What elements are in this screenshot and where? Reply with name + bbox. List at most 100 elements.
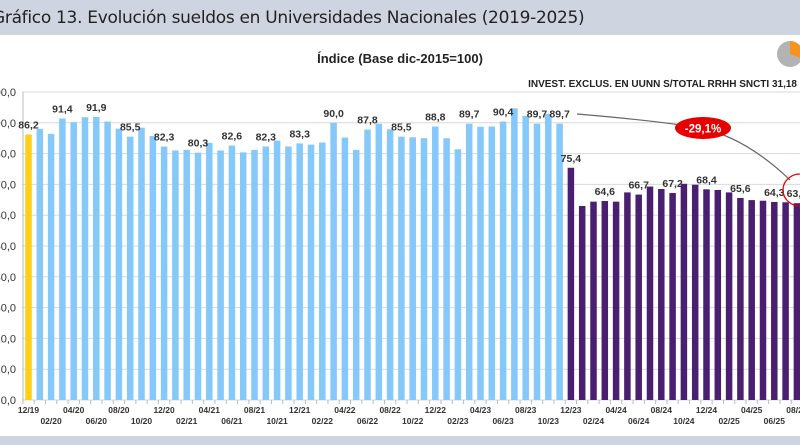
bar-02-20 — [47, 133, 55, 400]
bar-07-22 — [375, 123, 383, 400]
bar-05-25 — [759, 200, 767, 400]
data-label: 86,2 — [18, 120, 39, 132]
bar-06-21 — [228, 145, 236, 400]
bar-02-22 — [319, 142, 326, 400]
bar-10-23 — [545, 113, 552, 401]
bar-08-22 — [386, 129, 394, 400]
bar-06-20 — [93, 116, 100, 400]
change-badge — [675, 117, 731, 139]
x-tick-label: 06/20 — [86, 416, 108, 426]
data-label: 65,6 — [730, 183, 751, 195]
data-label: 91,9 — [86, 102, 107, 114]
bar-04-24 — [612, 201, 620, 400]
x-tick-label: 10/23 — [538, 416, 560, 426]
bar-09-23 — [533, 123, 541, 400]
bar-04-20 — [70, 122, 77, 401]
footer-band — [0, 436, 800, 445]
y-tick-label: 40,0 — [0, 272, 16, 284]
y-tick-label: 90,0 — [0, 118, 16, 130]
bar-03-21 — [194, 152, 202, 400]
data-label: 82,6 — [222, 131, 243, 143]
data-label: 64,3 — [764, 187, 785, 199]
x-tick-label: 12/20 — [153, 405, 175, 415]
y-tick-label: 20,0 — [0, 333, 16, 345]
data-label: 82,3 — [154, 132, 175, 144]
bar-02-24 — [590, 201, 597, 400]
data-label: 66,7 — [628, 180, 649, 192]
bar-04-21 — [206, 142, 213, 400]
bar-05-23 — [488, 126, 496, 400]
data-label: 91,4 — [52, 103, 73, 115]
header-band: Gráfico 13. Evolución sueldos en Univers… — [0, 0, 800, 35]
x-tick-label: 02/20 — [40, 416, 62, 426]
bar-10-22 — [409, 137, 416, 400]
x-tick-label: 02/24 — [583, 416, 605, 426]
bar-02-25 — [725, 192, 733, 400]
y-tick-label: 60,0 — [0, 210, 16, 222]
bar-03-22 — [330, 122, 337, 401]
x-tick-label: 08/25 — [786, 405, 800, 415]
data-label: 83,3 — [289, 128, 310, 140]
bar-05-24 — [624, 192, 631, 400]
x-tick-label: 02/23 — [447, 416, 469, 426]
y-tick-label: 50,0 — [0, 241, 16, 253]
bar-11-23 — [556, 123, 563, 400]
data-labels: 86,2 91,4 91,9 85,5 82,3 80,3 82,6 82,3 83,3 90,0… — [18, 102, 800, 200]
data-label: 64,6 — [595, 186, 616, 198]
x-tick-label: 12/19 — [18, 405, 40, 415]
change-label: -29,1% — [685, 124, 721, 136]
x-tick-label: 02/25 — [718, 416, 740, 426]
x-tick-label: 06/25 — [764, 416, 786, 426]
data-label: 63,9 — [787, 188, 800, 200]
y-tick-label: 10,0 — [0, 364, 16, 376]
data-label: 89,7 — [459, 109, 480, 121]
x-tick-label: 02/21 — [176, 416, 198, 426]
data-label: 80,3 — [188, 138, 209, 150]
bar-09-20 — [126, 136, 134, 400]
x-tick-label: 04/24 — [605, 405, 627, 415]
x-tick-label: 12/21 — [289, 405, 311, 415]
bar-12-24 — [703, 189, 710, 400]
highlight-circle — [782, 173, 800, 207]
bar-03-24 — [601, 201, 609, 400]
x-tick-label: 10/22 — [402, 416, 424, 426]
bar-02-21 — [183, 149, 190, 400]
bar-06-24 — [635, 194, 642, 400]
bar-03-25 — [737, 197, 744, 400]
data-label: 89,7 — [549, 109, 570, 121]
x-tick-label: 08/24 — [651, 405, 673, 415]
data-label: 67,2 — [662, 178, 683, 190]
bar-11-22 — [420, 138, 428, 400]
x-tick-label: 06/22 — [357, 416, 379, 426]
figure-title: Gráfico 13. Evolución sueldos en Univers… — [0, 8, 585, 28]
bar-09-24 — [669, 193, 676, 400]
data-label: 90,4 — [493, 107, 514, 119]
bar-11-24 — [691, 184, 699, 400]
x-tick-label: 10/21 — [266, 416, 288, 426]
y-axis-labels: 0,0 10,0 20,0 30,0 40,0 50,0 60,0 70,0 80,0 90,0 1… — [0, 87, 16, 407]
bar-12-19 — [25, 134, 32, 400]
bar-11-21 — [285, 146, 292, 400]
bar-01-23 — [443, 138, 450, 400]
x-tick-label: 12/23 — [560, 405, 582, 415]
data-label: 90,0 — [323, 108, 344, 120]
y-tick-label: 0,0 — [1, 395, 16, 407]
bar-07-20 — [104, 121, 111, 401]
data-label: 68,4 — [696, 174, 717, 186]
x-tick-label: 04/22 — [334, 405, 356, 415]
data-label: 89,7 — [527, 109, 548, 121]
bar-08-24 — [658, 189, 665, 400]
x-tick-label: 12/24 — [696, 405, 718, 415]
bar-11-20 — [149, 136, 157, 400]
x-tick-label: 06/24 — [628, 416, 650, 426]
bar-chart: Índice (Base dic-2015=100) INVEST. EXCLU… — [0, 41, 800, 426]
x-tick-label: 06/23 — [492, 416, 514, 426]
bar-07-24 — [646, 186, 654, 400]
bar-08-20 — [115, 128, 123, 400]
bar-09-22 — [398, 136, 405, 400]
bar-12-22 — [432, 126, 439, 400]
bar-04-25 — [748, 200, 755, 400]
bar-12-21 — [296, 143, 303, 400]
x-tick-label: 02/22 — [312, 416, 334, 426]
bar-01-21 — [172, 150, 179, 400]
